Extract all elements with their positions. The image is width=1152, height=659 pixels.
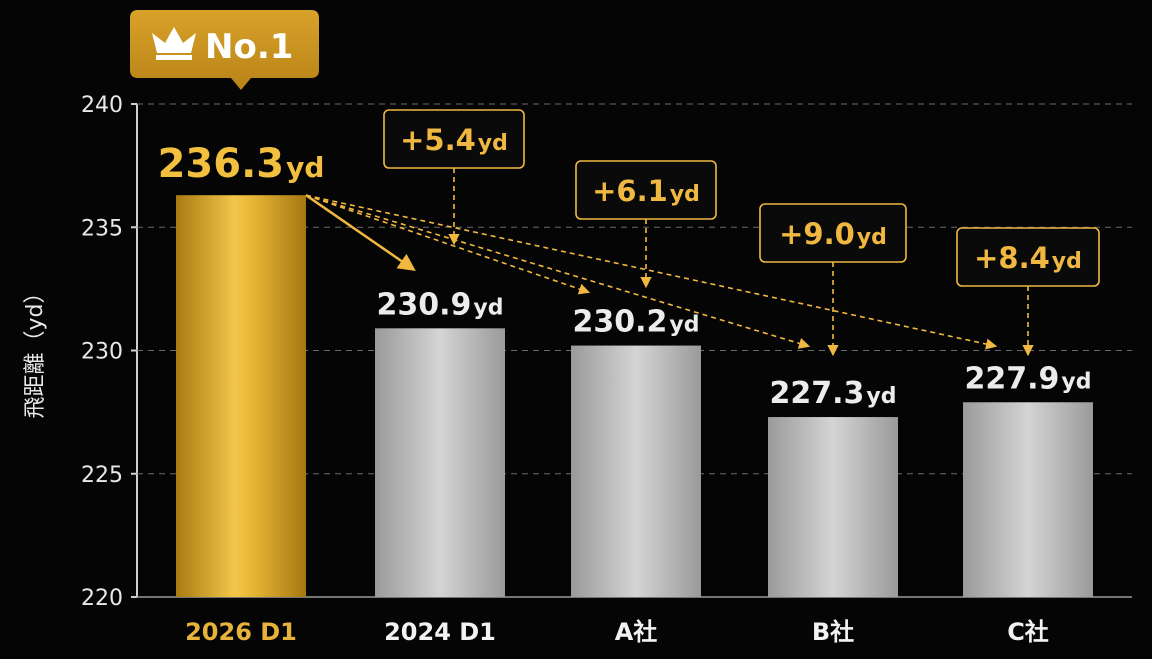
y-tick-label: 240 — [81, 93, 123, 118]
difference-label: +5.4yd — [400, 123, 508, 157]
value-label: 227.3yd — [770, 376, 897, 411]
category-label: C社 — [1007, 618, 1049, 646]
bar-1 — [176, 195, 306, 597]
category-label: A社 — [615, 618, 658, 646]
value-number: 230.9 — [377, 287, 472, 322]
bar-layer — [176, 195, 1093, 597]
value-number: 227.9 — [965, 361, 1060, 396]
value-unit: yd — [286, 151, 324, 184]
category-label: B社 — [812, 618, 854, 646]
difference-box — [383, 109, 525, 169]
badge-label: No.1 — [205, 27, 293, 67]
crown-icon-base — [156, 55, 192, 60]
value-unit: yd — [866, 384, 896, 409]
difference-label: +9.0yd — [779, 217, 887, 251]
bar-4 — [768, 417, 898, 597]
y-tick-label: 235 — [81, 216, 123, 241]
value-number: 236.3 — [158, 141, 285, 187]
difference-number: +9.0 — [779, 217, 855, 251]
bar-5 — [963, 402, 1093, 597]
bar-3 — [571, 345, 701, 597]
value-label: 230.9yd — [377, 287, 504, 322]
difference-number: +8.4 — [974, 241, 1050, 275]
arrow-3 — [305, 194, 811, 349]
difference-unit: yd — [1052, 249, 1082, 274]
y-tick-label: 230 — [81, 340, 123, 365]
category-label: 2024 D1 — [384, 618, 496, 646]
value-unit: yd — [1061, 369, 1091, 394]
y-tick-label: 220 — [81, 586, 123, 611]
arrow-1 — [305, 194, 416, 271]
difference-label: +8.4yd — [974, 241, 1082, 275]
difference-number: +6.1 — [592, 174, 668, 208]
difference-unit: yd — [670, 182, 700, 207]
arrow-2 — [305, 194, 591, 295]
value-label: 230.2yd — [573, 305, 700, 340]
difference-label: +6.1yd — [592, 174, 700, 208]
y-tick-label: 225 — [81, 463, 123, 488]
difference-box — [759, 203, 907, 263]
difference-unit: yd — [857, 225, 887, 250]
arrow-4 — [305, 194, 998, 350]
y-axis-title: 飛距離（yd） — [23, 282, 48, 419]
value-unit: yd — [473, 295, 503, 320]
crown-icon — [152, 27, 196, 53]
value-unit: yd — [669, 313, 699, 338]
difference-box — [956, 227, 1100, 287]
value-label: 236.3yd — [158, 141, 325, 187]
category-label: 2026 D1 — [185, 618, 297, 646]
difference-number: +5.4 — [400, 123, 476, 157]
value-label: 227.9yd — [965, 361, 1092, 396]
value-number: 227.3 — [770, 376, 865, 411]
arrow-layer — [305, 168, 1034, 357]
difference-unit: yd — [478, 131, 508, 156]
difference-box — [575, 160, 717, 220]
bar-2 — [375, 328, 505, 597]
value-number: 230.2 — [573, 305, 668, 340]
badge-background — [130, 10, 319, 90]
